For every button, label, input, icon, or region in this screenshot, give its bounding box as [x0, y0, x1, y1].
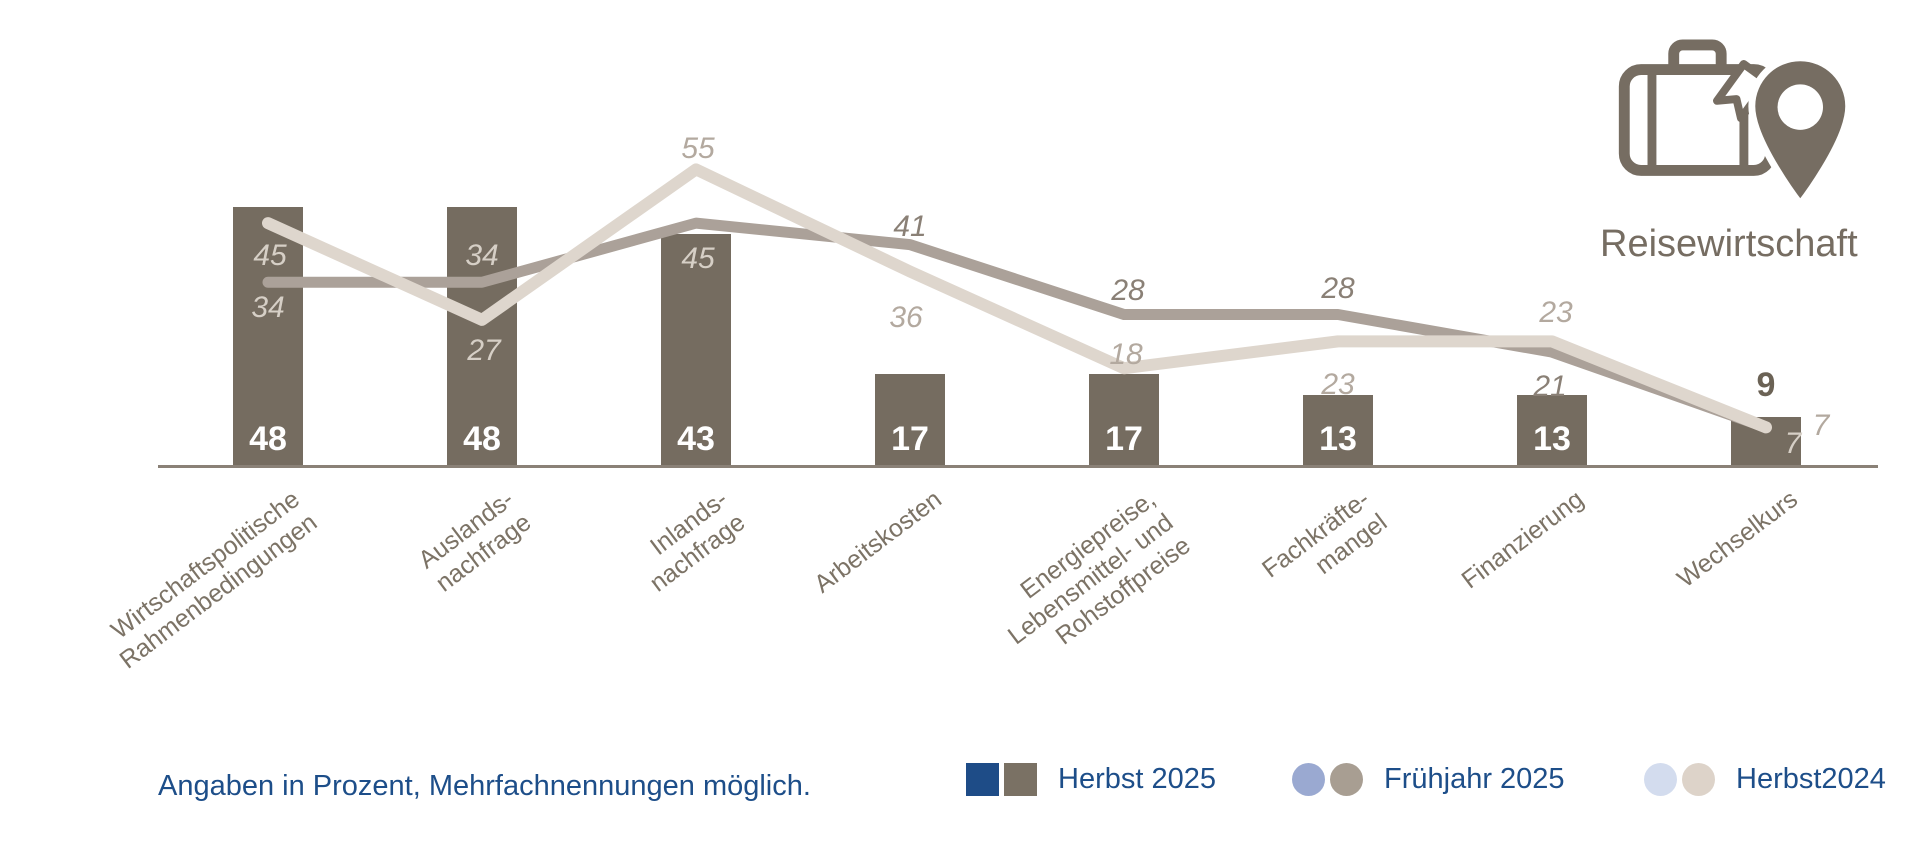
value-label-Herbst2024: 23: [1539, 296, 1573, 330]
bar-value-label: 9: [1756, 365, 1776, 404]
value-label-Herbst2024: 23: [1321, 368, 1355, 402]
legend-swatch-paleblue-circle: [1644, 762, 1677, 796]
footnote: Angaben in Prozent, Mehrfachnennungen mö…: [158, 770, 811, 802]
industry-badge: Reisewirtschaft: [1600, 34, 1860, 266]
bar-Arbeitskosten: [875, 374, 945, 465]
bar-value-label: 48: [249, 420, 287, 458]
value-label-Herbst2024: 55: [681, 132, 715, 166]
value-label-Herbst2024: 27: [467, 333, 501, 367]
legend-swatch-brown-square: [1004, 762, 1037, 796]
legend-swatch-taupe-circle: [1330, 762, 1363, 796]
x-axis-line: [158, 465, 1878, 468]
legend-item-herbst-2025: Herbst 2025: [966, 760, 1216, 798]
value-label-Frühjahr 2025: 28: [1111, 273, 1145, 307]
bar-value-label: 17: [891, 420, 929, 458]
bar-Auslands-: [447, 207, 517, 465]
bar-Fachkräfte-: [1303, 395, 1373, 465]
legend-item-fruehjahr-2025: Frühjahr 2025: [1292, 760, 1565, 798]
value-label-Frühjahr 2025: 28: [1321, 271, 1355, 305]
legend-swatch-beige-circle: [1682, 762, 1715, 796]
value-label-Herbst2024: 45: [253, 239, 287, 273]
legend-swatch-blue-square: [966, 762, 999, 796]
value-label-Herbst2024: 36: [889, 300, 923, 334]
legend-label: Herbst 2025: [1058, 762, 1216, 795]
value-label-Frühjahr 2025: 34: [465, 239, 499, 273]
value-label-Frühjahr 2025: 41: [893, 209, 927, 243]
legend-item-herbst-2024: Herbst2024: [1644, 760, 1886, 798]
bar-Inlands-: [661, 234, 731, 465]
bar-value-label: 13: [1533, 420, 1571, 458]
line-Herbst2024: [262, 163, 1772, 434]
bar-value-label: 48: [463, 420, 501, 458]
legend-swatch-blue-circle: [1292, 762, 1325, 796]
value-label-Herbst2024: 7: [1812, 409, 1830, 443]
bar-Wirtschaftspolitische: [233, 207, 303, 465]
suitcase-location-icon: [1618, 39, 1853, 210]
bar-value-label: 17: [1105, 420, 1143, 458]
value-label-Frühjahr 2025: 45: [681, 242, 715, 276]
value-label-Frühjahr 2025: 21: [1533, 370, 1567, 404]
industry-title: Reisewirtschaft: [1600, 223, 1858, 265]
bar-value-label: 13: [1319, 420, 1357, 458]
legend-label: Frühjahr 2025: [1384, 762, 1565, 795]
value-label-Frühjahr 2025: 7: [1784, 427, 1802, 461]
bar-Energiepreise,: [1089, 374, 1159, 465]
legend-label: Herbst2024: [1736, 762, 1886, 795]
bar-Finanzierung: [1517, 395, 1587, 465]
bar-value-label: 43: [677, 420, 715, 458]
value-label-Frühjahr 2025: 34: [251, 291, 285, 325]
value-label-Herbst2024: 18: [1109, 338, 1143, 372]
